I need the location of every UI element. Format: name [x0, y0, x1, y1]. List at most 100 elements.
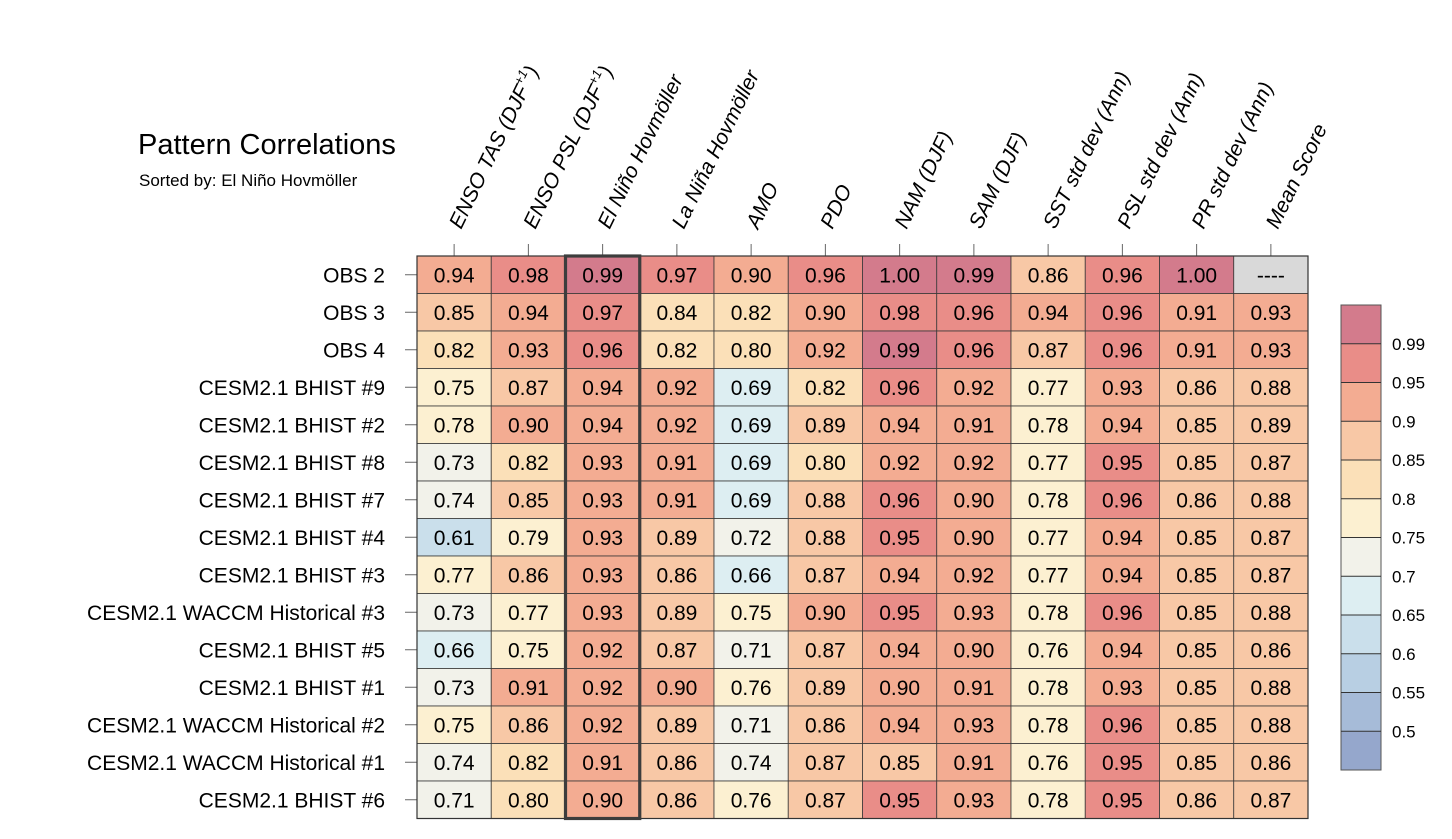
cell-value: 1.00 [879, 264, 920, 287]
cell-r5-c2 [565, 443, 641, 482]
cell-r0-c0 [416, 255, 492, 294]
cell-r8-c5 [787, 555, 863, 594]
cell-value: 0.96 [1102, 302, 1143, 325]
cell-value: 0.82 [434, 339, 475, 362]
cell-value: 0.69 [731, 377, 772, 400]
cell-value: 0.91 [582, 752, 623, 775]
colorbar-label: 0.75 [1392, 529, 1425, 548]
cell-value: 0.75 [731, 602, 772, 625]
colorbar-bin [1341, 692, 1381, 732]
row-label-obs-4: OBS 4 [323, 339, 385, 362]
cell-r7-c9 [1084, 518, 1160, 557]
cell-value: 0.78 [1028, 489, 1069, 512]
cell-value: 0.86 [508, 714, 549, 737]
cell-value: 0.66 [434, 639, 475, 662]
colorbar-bin [1341, 615, 1381, 654]
cell-value: 0.80 [508, 789, 549, 812]
cell-r6-c7 [936, 480, 1012, 519]
cell-value: 0.99 [879, 339, 920, 362]
cell-value: 0.82 [508, 752, 549, 775]
cell-r9-c7 [936, 593, 1012, 632]
cell-value: 0.85 [1176, 564, 1217, 587]
colorbar: 0.5 0.55 0.6 0.65 0.7 0.75 0.8 0.85 0.9 0.95 0.99 [1340, 304, 1425, 771]
colorbar-label: 0.5 [1392, 722, 1416, 741]
cell-value: 0.80 [731, 339, 772, 362]
cell-r10-c1 [490, 630, 566, 669]
cell-r8-c4 [713, 555, 789, 594]
cell-value: 0.85 [1176, 752, 1217, 775]
cell-value: 0.93 [1250, 302, 1291, 325]
cell-r6-c5 [787, 480, 863, 519]
row-label-cesm2-1-waccm-historical-3: CESM2.1 WACCM Historical #3 [87, 602, 385, 625]
cell-value: 0.78 [1028, 789, 1069, 812]
highlight-column [563, 254, 642, 821]
cell-r4-c3 [639, 405, 715, 444]
cell-r14-c4 [713, 780, 789, 819]
cell-r4-c1 [490, 405, 566, 444]
cell-r13-c5 [787, 743, 863, 782]
cell-value: 0.96 [582, 339, 623, 362]
cell-r7-c6 [862, 518, 938, 557]
cell-r5-c4 [713, 443, 789, 482]
cell-value: 0.94 [434, 264, 475, 287]
cell-value: 0.86 [656, 564, 697, 587]
cell-value: 0.74 [434, 489, 475, 512]
cell-value: 0.88 [805, 489, 846, 512]
cell-r13-c1 [490, 743, 566, 782]
cell-r2-c1 [490, 330, 566, 369]
cell-r4-c7 [936, 405, 1012, 444]
cell-value: 0.94 [1102, 414, 1143, 437]
cell-r7-c2 [565, 518, 641, 557]
cell-value: 0.89 [656, 714, 697, 737]
cell-r1-c8 [1010, 293, 1086, 332]
cell-r12-c9 [1084, 705, 1160, 744]
cell-r1-c1 [490, 293, 566, 332]
cell-value: 0.77 [1028, 452, 1069, 475]
column-label-pdo: PDO [816, 181, 857, 232]
cell-r10-c8 [1010, 630, 1086, 669]
cell-r14-c6 [862, 780, 938, 819]
cell-r14-c0 [416, 780, 492, 819]
cell-r3-c5 [787, 368, 863, 407]
cell-value: 0.95 [879, 527, 920, 550]
cell-value: 0.89 [656, 527, 697, 550]
cell-value: 0.99 [953, 264, 994, 287]
cell-value: 0.76 [731, 789, 772, 812]
cell-r5-c1 [490, 443, 566, 482]
cell-value: 0.93 [582, 489, 623, 512]
row-label-cesm2-1-bhist-8: CESM2.1 BHIST #8 [199, 452, 385, 475]
cell-value: 0.90 [508, 414, 549, 437]
cell-value: 0.87 [805, 564, 846, 587]
cell-value: 0.85 [508, 489, 549, 512]
cell-value: 0.92 [953, 452, 994, 475]
cell-value: 0.91 [953, 752, 994, 775]
row-label-cesm2-1-bhist-6: CESM2.1 BHIST #6 [199, 789, 385, 812]
colorbar-label: 0.65 [1392, 606, 1425, 625]
cell-r8-c9 [1084, 555, 1160, 594]
cell-r8-c1 [490, 555, 566, 594]
cell-value: 0.69 [731, 414, 772, 437]
cell-value: 0.86 [508, 564, 549, 587]
cell-value: 0.93 [582, 452, 623, 475]
row-label-cesm2-1-bhist-4: CESM2.1 BHIST #4 [199, 527, 386, 550]
cell-value: 0.77 [434, 564, 475, 587]
cell-r0-c6 [862, 255, 938, 294]
cell-value: 0.93 [582, 602, 623, 625]
cell-value: 0.85 [1176, 639, 1217, 662]
cell-value: 0.78 [1028, 714, 1069, 737]
cell-value: 0.92 [582, 639, 623, 662]
cell-value: 0.87 [508, 377, 549, 400]
cell-value: 0.69 [731, 489, 772, 512]
cell-r3-c11 [1233, 368, 1309, 407]
cell-value: 0.87 [805, 752, 846, 775]
column-labels: ENSO TAS (DJF+1)ENSO PSL (DJF+1)El Niño … [445, 62, 1332, 256]
cell-value: 0.92 [805, 339, 846, 362]
cell-r8-c11 [1233, 555, 1309, 594]
cell-value: 0.78 [1028, 414, 1069, 437]
cell-value: 0.94 [582, 377, 623, 400]
cell-value: 0.87 [1250, 789, 1291, 812]
cell-value: 0.91 [656, 489, 697, 512]
cell-r8-c7 [936, 555, 1012, 594]
cell-value: 0.92 [953, 377, 994, 400]
cell-r5-c11 [1233, 443, 1309, 482]
